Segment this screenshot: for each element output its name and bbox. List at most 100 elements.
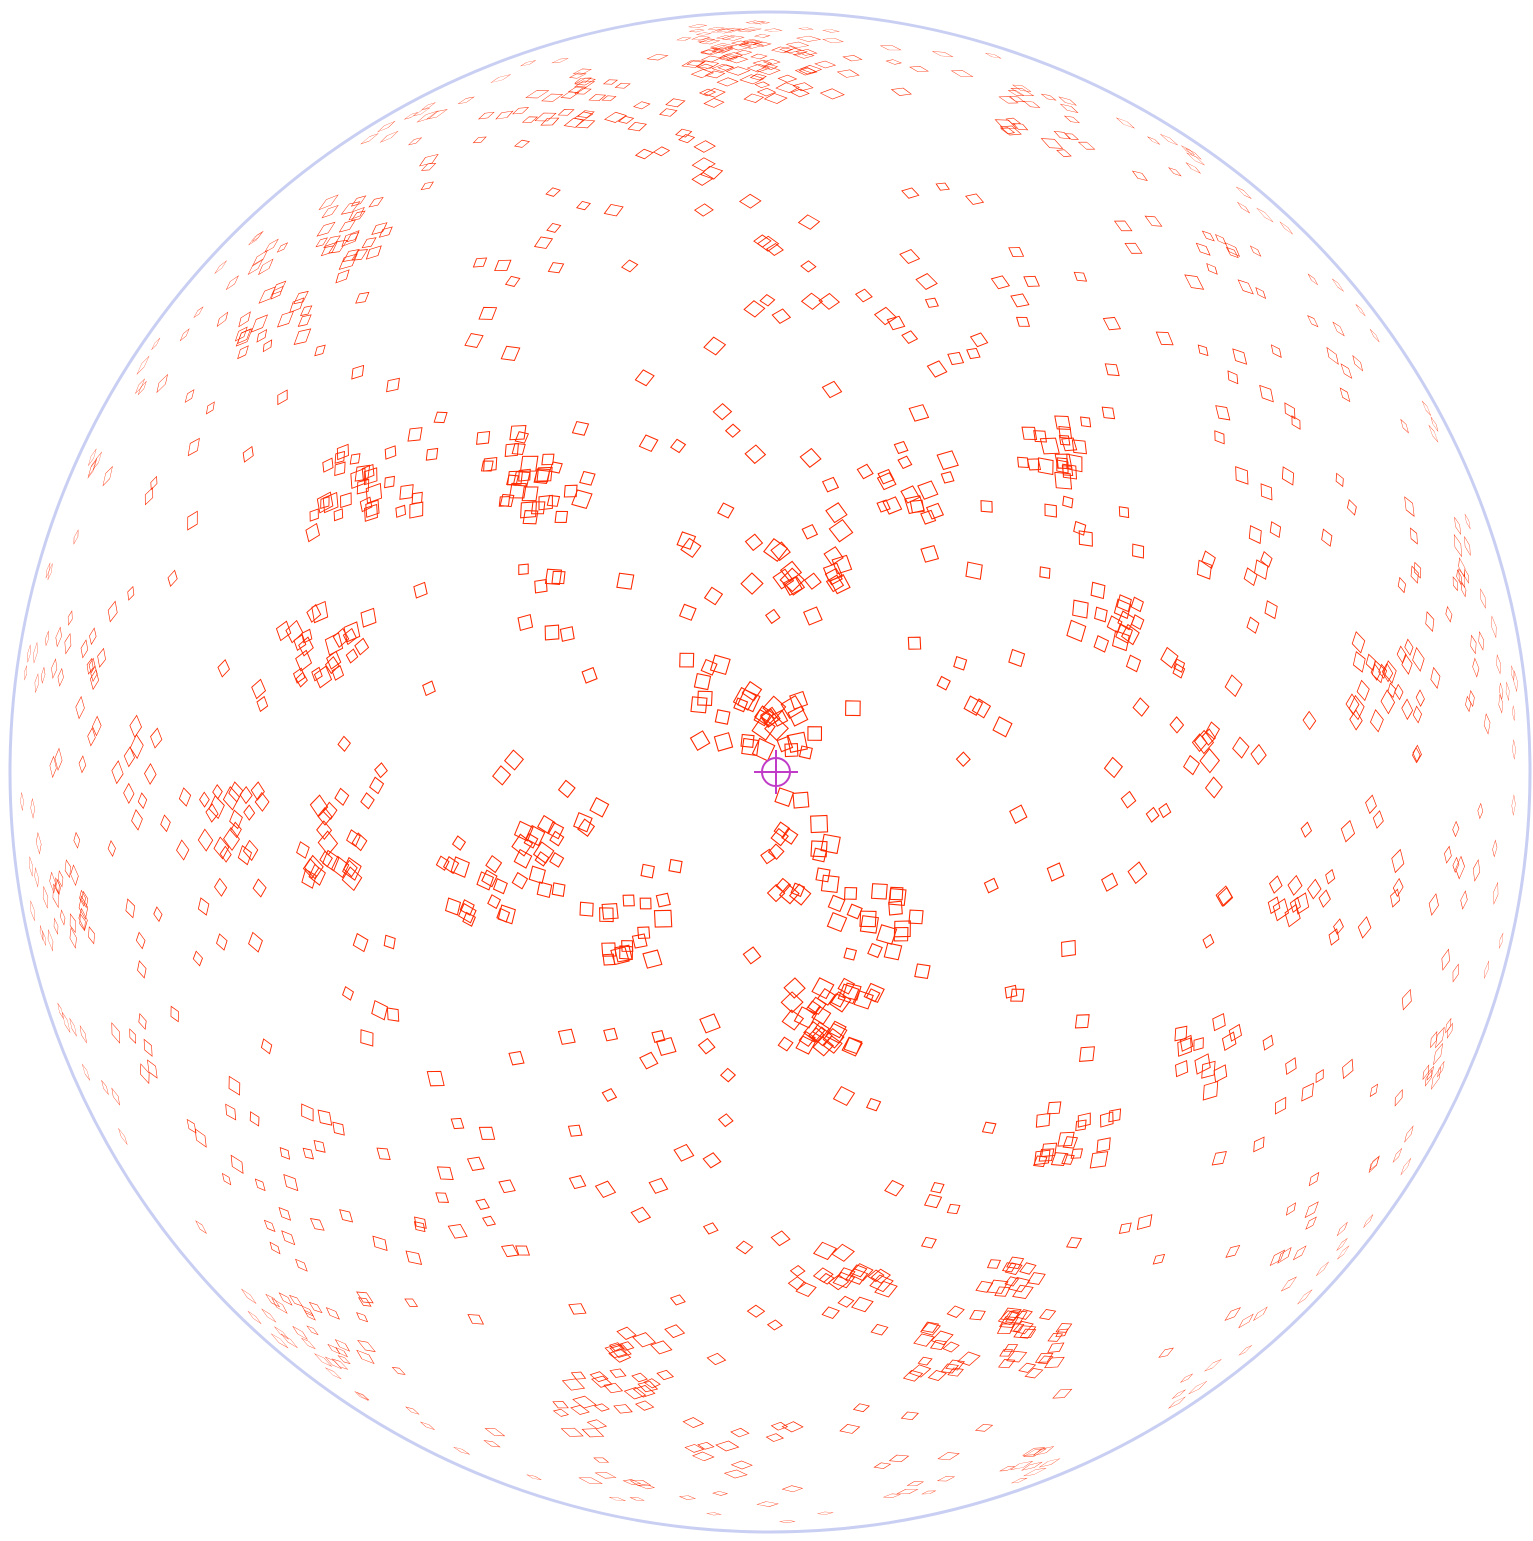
sky-tile bbox=[1468, 689, 1475, 708]
sky-tile bbox=[1465, 695, 1472, 713]
sky-tile bbox=[717, 64, 735, 71]
sky-tile bbox=[228, 781, 244, 803]
sky-tile bbox=[79, 913, 86, 932]
sky-tile bbox=[1121, 623, 1140, 646]
sky-tile bbox=[908, 1364, 932, 1378]
sky-tile bbox=[632, 1385, 656, 1398]
sky-tile bbox=[1421, 400, 1432, 417]
sky-tile bbox=[386, 377, 400, 393]
sky-tile bbox=[1339, 387, 1351, 403]
sky-tile bbox=[317, 830, 339, 856]
sky-tile bbox=[1305, 1216, 1317, 1230]
sky-tile bbox=[338, 219, 357, 233]
sky-tile bbox=[859, 915, 879, 934]
sky-tile bbox=[789, 690, 809, 710]
sky-tile bbox=[1201, 728, 1216, 746]
sky-tile bbox=[412, 107, 431, 117]
sky-tile bbox=[1007, 89, 1025, 96]
sky-tile bbox=[275, 620, 292, 642]
sky-tile bbox=[766, 883, 786, 903]
sky-tile bbox=[678, 603, 697, 621]
sky-tile bbox=[464, 333, 484, 348]
sky-tile bbox=[217, 659, 230, 678]
sky-tile bbox=[413, 1221, 426, 1233]
sky-tile bbox=[765, 242, 784, 257]
sky-tile bbox=[228, 1075, 241, 1096]
sky-tile bbox=[721, 35, 745, 41]
sky-tile bbox=[1347, 499, 1357, 516]
sky-tile bbox=[342, 627, 357, 646]
sky-tile bbox=[1058, 96, 1077, 106]
sky-tile bbox=[433, 411, 448, 424]
sky-tile bbox=[1008, 95, 1025, 103]
sky-tile bbox=[754, 81, 771, 89]
sky-tile bbox=[965, 561, 983, 580]
sky-tile bbox=[335, 269, 350, 284]
sky-tile bbox=[772, 568, 795, 590]
sky-tile bbox=[1118, 506, 1130, 519]
sky-tile bbox=[1090, 581, 1106, 600]
sky-tile bbox=[842, 55, 863, 62]
sky-tile bbox=[1202, 1080, 1219, 1101]
sky-tile bbox=[1130, 596, 1144, 613]
sky-tile bbox=[341, 985, 355, 1001]
sky-tile bbox=[334, 461, 346, 477]
sky-tile bbox=[1268, 875, 1283, 894]
sky-tile bbox=[323, 235, 341, 249]
sky-tile bbox=[1351, 631, 1366, 654]
sky-tile bbox=[254, 1178, 266, 1192]
sky-tile bbox=[1008, 648, 1026, 668]
sky-tile bbox=[1204, 1359, 1222, 1372]
sky-tile bbox=[1033, 1155, 1048, 1168]
sky-tile bbox=[740, 572, 764, 595]
sky-tile bbox=[656, 1369, 675, 1381]
sky-tile bbox=[1169, 716, 1185, 734]
sky-tile bbox=[1315, 1069, 1324, 1084]
sky-tile bbox=[170, 1005, 179, 1023]
sky-tile bbox=[521, 486, 539, 502]
sky-tile bbox=[616, 1326, 637, 1340]
sky-tile bbox=[340, 201, 361, 215]
sky-tile bbox=[487, 894, 502, 910]
sky-tile bbox=[789, 1264, 806, 1277]
sky-tile bbox=[1363, 1214, 1374, 1229]
sky-tile bbox=[940, 471, 955, 484]
sky-tile bbox=[308, 863, 326, 886]
sky-tile bbox=[921, 1321, 940, 1333]
sky-tile bbox=[348, 206, 365, 221]
sky-tile bbox=[770, 1230, 791, 1247]
sky-tile bbox=[213, 836, 230, 860]
sky-tile bbox=[241, 1288, 257, 1305]
sky-tile bbox=[1054, 453, 1073, 469]
sky-tile bbox=[1224, 242, 1241, 257]
sky-tile bbox=[927, 1370, 947, 1381]
sky-tile bbox=[1307, 315, 1319, 328]
sky-tile bbox=[51, 658, 58, 679]
sky-tile bbox=[1470, 634, 1477, 655]
sky-tile bbox=[750, 53, 768, 60]
sky-tile bbox=[859, 910, 877, 928]
sky-tile bbox=[738, 193, 762, 209]
sky-tile bbox=[212, 784, 223, 800]
sky-tile bbox=[511, 871, 529, 890]
sky-tile bbox=[762, 695, 787, 720]
sky-tile bbox=[1267, 896, 1281, 915]
sky-tile bbox=[1437, 1060, 1445, 1078]
sky-tile bbox=[333, 508, 344, 522]
sky-tile bbox=[42, 929, 46, 947]
sky-tile bbox=[1093, 635, 1110, 653]
sky-tile bbox=[1044, 503, 1057, 518]
sky-tile bbox=[1211, 1151, 1227, 1166]
sky-tile bbox=[318, 194, 339, 211]
sky-tile bbox=[688, 24, 708, 28]
sky-tile bbox=[1256, 207, 1274, 223]
sky-tile bbox=[1026, 458, 1042, 471]
sky-tile bbox=[700, 47, 725, 55]
sky-tile bbox=[140, 1063, 150, 1085]
sky-tile bbox=[965, 193, 985, 205]
sky-tile bbox=[1130, 614, 1145, 631]
sky-tile bbox=[879, 45, 902, 51]
sky-tile bbox=[601, 1088, 618, 1102]
sky-tile bbox=[870, 883, 888, 900]
sky-tile bbox=[1136, 1214, 1153, 1231]
